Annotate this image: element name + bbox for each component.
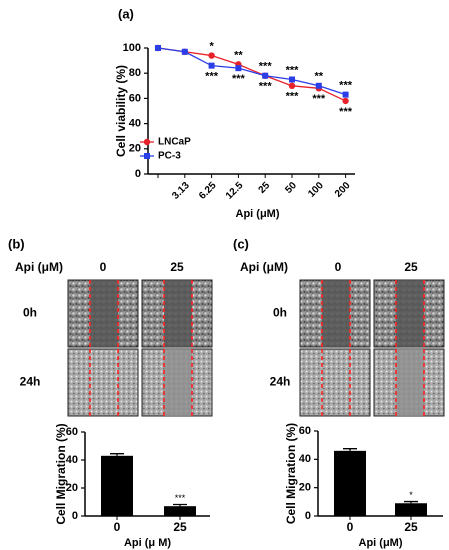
micrograph xyxy=(67,348,139,417)
significance: * xyxy=(209,40,214,52)
y-axis-label: Cell Migration (%) xyxy=(54,423,68,524)
y-tick-label: 60 xyxy=(299,425,311,437)
bar xyxy=(334,450,366,516)
marker xyxy=(155,45,161,51)
significance: ** xyxy=(234,49,243,61)
time: 0h xyxy=(273,306,287,320)
x-tick-label: 100 xyxy=(306,180,326,200)
panel-label: (b) xyxy=(8,236,25,251)
legend-marker xyxy=(143,138,151,146)
x-tick-label: 50 xyxy=(283,180,299,196)
significance: *** xyxy=(259,61,273,73)
y-tick-label: 20 xyxy=(66,482,78,494)
y-tick-label: 100 xyxy=(123,42,141,54)
x-tick-label: 25 xyxy=(173,520,187,534)
significance: *** xyxy=(232,73,246,85)
error-bar xyxy=(343,448,357,451)
scratch-gap xyxy=(164,349,192,416)
y-axis-label: Cell viability (%) xyxy=(114,65,128,157)
y-tick-label: 60 xyxy=(66,426,78,438)
y-axis-label: Cell Migration (%) xyxy=(284,423,298,524)
significance: *** xyxy=(205,71,219,83)
scratch-gap xyxy=(164,280,192,347)
x-tick-label: 0 xyxy=(114,520,121,534)
time: 24h xyxy=(270,375,291,389)
y-tick-label: 20 xyxy=(299,482,311,494)
marker xyxy=(288,82,296,90)
marker xyxy=(208,52,215,59)
y-tick-label: 80 xyxy=(129,67,141,79)
scratch-gap xyxy=(396,280,424,347)
x-tick-label: 25 xyxy=(257,180,273,196)
dose-label: Api (μM) xyxy=(15,260,63,274)
marker xyxy=(181,48,188,55)
significance: *** xyxy=(286,91,300,103)
x-tick-label: 0 xyxy=(347,520,354,534)
significance: *** xyxy=(339,80,353,92)
marker xyxy=(262,72,269,79)
time: 24h xyxy=(20,375,41,389)
dose-label: Api (μM) xyxy=(240,260,288,274)
time: 0h xyxy=(23,306,37,320)
y-tick-label: 0 xyxy=(72,510,78,522)
y-tick-label: 40 xyxy=(299,453,311,465)
significance: *** xyxy=(312,93,326,105)
significance: *** xyxy=(175,493,186,503)
legend-marker xyxy=(144,153,150,159)
error-bar xyxy=(404,500,418,504)
chart-title: (a) xyxy=(118,6,134,21)
series-line xyxy=(157,47,346,96)
scratch-gap xyxy=(396,349,424,416)
marker xyxy=(235,65,242,72)
x-tick-label: 25 xyxy=(404,520,418,534)
x-tick-label: 6.25 xyxy=(197,180,219,202)
y-tick-label: 40 xyxy=(66,454,78,466)
legend-label: PC-3 xyxy=(158,151,181,162)
x-tick-label: 12.5 xyxy=(224,180,246,202)
x-axis-label: Api (μM) xyxy=(359,537,403,549)
significance: *** xyxy=(259,81,273,93)
series-line xyxy=(157,47,346,102)
marker xyxy=(342,97,349,105)
x-axis-label: Api (μM) xyxy=(236,208,280,220)
bar xyxy=(395,503,427,516)
significance: *** xyxy=(339,106,353,118)
micrograph xyxy=(299,348,371,417)
marker xyxy=(342,91,349,98)
x-axis-label: Api (μ M) xyxy=(124,537,171,549)
significance: ** xyxy=(315,71,324,83)
dose: 25 xyxy=(404,260,418,274)
panel-label: (c) xyxy=(233,236,249,251)
error-bar xyxy=(173,503,187,507)
y-tick-label: 0 xyxy=(135,168,141,180)
x-tick-label: 200 xyxy=(333,180,353,200)
y-tick-label: 60 xyxy=(129,92,141,104)
marker xyxy=(315,82,322,89)
significance: * xyxy=(409,490,413,500)
x-tick-label: 3.13 xyxy=(170,180,192,202)
marker xyxy=(289,76,295,83)
y-tick-label: 40 xyxy=(129,118,141,130)
y-tick-label: 0 xyxy=(305,510,311,522)
bar xyxy=(101,455,133,516)
significance: *** xyxy=(286,64,300,76)
dose: 0 xyxy=(100,260,107,274)
legend-label: LNCaP xyxy=(158,137,191,148)
scratch-gap xyxy=(322,280,350,347)
scratch-gap xyxy=(90,280,118,347)
y-tick-label: 20 xyxy=(129,143,141,155)
marker xyxy=(208,62,215,69)
bar xyxy=(164,506,196,516)
dose: 0 xyxy=(335,260,342,274)
error-bar xyxy=(110,453,124,456)
dose: 25 xyxy=(170,260,184,274)
